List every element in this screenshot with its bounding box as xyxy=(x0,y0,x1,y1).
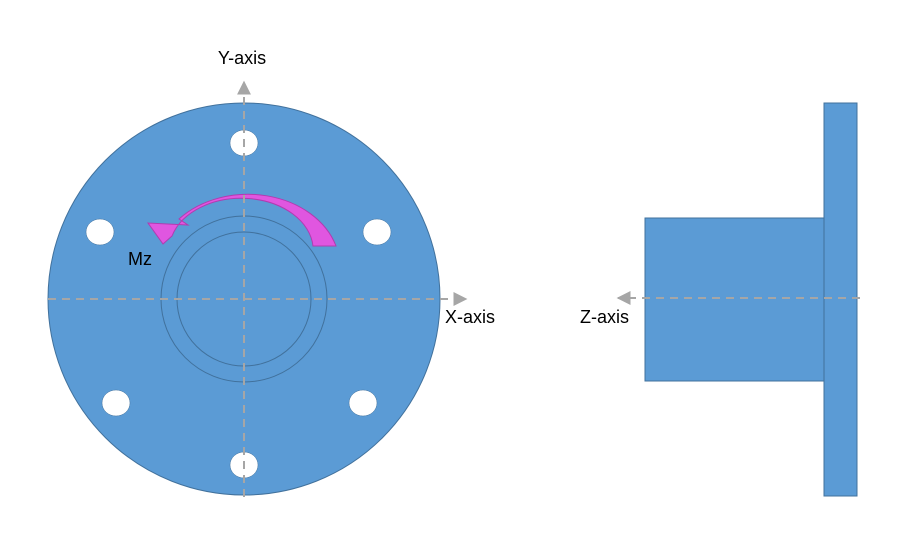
side-view: Z-axis xyxy=(580,102,860,497)
x-axis-label: X-axis xyxy=(445,307,495,327)
bolt-hole-lower-left xyxy=(101,389,131,417)
bolt-hole-upper-left xyxy=(85,218,115,246)
moment-label: Mz xyxy=(128,249,152,269)
side-hub xyxy=(644,217,825,382)
y-axis-label: Y-axis xyxy=(218,48,266,68)
bolt-hole-lower-right xyxy=(348,389,378,417)
bolt-hole-upper-right xyxy=(362,218,392,246)
moment-arrow xyxy=(146,193,337,247)
side-flange-plate xyxy=(823,102,858,497)
front-view: Y-axis X-axis Mz xyxy=(47,48,495,497)
z-axis-label: Z-axis xyxy=(580,307,629,327)
